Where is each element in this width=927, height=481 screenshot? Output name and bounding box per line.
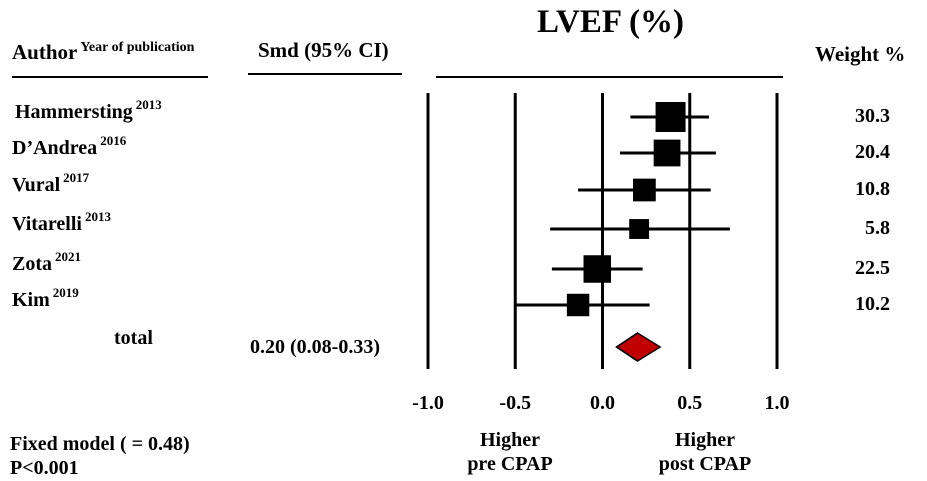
- point-estimate-square-3: [629, 219, 650, 239]
- study-year: 2013: [84, 209, 111, 224]
- study-label-1: D’Andrea 2016: [12, 133, 126, 160]
- weight-value-0: 30.3: [855, 105, 890, 127]
- direction-right-line-2: post CPAP: [658, 453, 752, 475]
- weight-value-2: 10.8: [855, 178, 890, 200]
- study-label-4: Zota 2021: [12, 249, 81, 276]
- study-author: Zota: [12, 253, 52, 275]
- weight-header: Weight %: [815, 42, 906, 66]
- study-author: Vitarelli: [12, 213, 82, 235]
- point-estimate-square-4: [583, 255, 612, 283]
- model-text: Fixed model ( = 0.48): [10, 433, 190, 455]
- study-label-2: Vural 2017: [12, 170, 89, 197]
- study-year: 2021: [55, 249, 81, 264]
- chart-title: LVEF (%): [537, 4, 684, 40]
- study-author: Hammersting: [15, 101, 133, 123]
- point-estimate-square-5: [566, 293, 590, 317]
- x-tick-label-0: -1.0: [412, 392, 444, 414]
- year-of-publication-label: Year of publication: [80, 40, 195, 55]
- study-label-3: Vitarelli 2013: [12, 209, 111, 236]
- model-footer: Fixed model ( = 0.48) P<0.001: [10, 432, 190, 480]
- x-tick-label-3: 0.5: [677, 392, 702, 414]
- study-year: 2019: [52, 285, 79, 300]
- direction-left-label: Higher pre CPAP: [455, 428, 565, 476]
- pooled-estimate-diamond: [615, 332, 662, 362]
- p-value-text: P<0.001: [10, 457, 79, 479]
- author-header: Author Year of publication: [12, 40, 194, 65]
- weight-value-1: 20.4: [855, 141, 890, 163]
- weight-value-3: 5.8: [865, 217, 890, 239]
- study-author: D’Andrea: [12, 137, 98, 159]
- point-estimate-square-2: [633, 178, 656, 202]
- point-estimate-square-1: [653, 139, 681, 167]
- weight-value-5: 10.2: [855, 293, 890, 315]
- study-author: Vural: [12, 174, 61, 196]
- direction-left-line-2: pre CPAP: [467, 453, 553, 475]
- author-header-label: Author: [12, 40, 78, 64]
- smd-header: Smd (95% CI): [258, 38, 389, 62]
- study-year: 2016: [100, 133, 127, 148]
- point-estimate-square-0: [655, 102, 686, 132]
- study-year: 2013: [135, 97, 162, 112]
- weight-value-4: 22.5: [855, 257, 890, 279]
- x-tick-label-2: 0.0: [590, 392, 615, 414]
- total-label: total: [114, 327, 153, 349]
- x-tick-label-1: -0.5: [499, 392, 531, 414]
- study-label-5: Kim 2019: [12, 285, 79, 312]
- direction-right-label: Higher post CPAP: [645, 428, 765, 476]
- direction-left-line-1: Higher: [480, 429, 540, 451]
- total-ci-text: 0.20 (0.08-0.33): [250, 336, 380, 358]
- study-label-0: Hammersting 2013: [15, 97, 162, 124]
- x-tick-label-4: 1.0: [765, 392, 790, 414]
- direction-right-line-1: Higher: [675, 429, 735, 451]
- study-author: Kim: [12, 289, 50, 311]
- study-year: 2017: [63, 170, 90, 185]
